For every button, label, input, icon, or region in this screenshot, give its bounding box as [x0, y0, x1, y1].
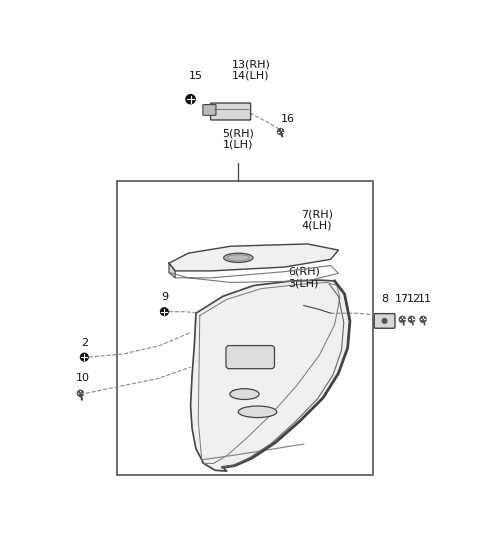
- Polygon shape: [169, 244, 338, 271]
- Text: 8: 8: [381, 294, 388, 304]
- Circle shape: [77, 390, 84, 397]
- Text: 17: 17: [395, 294, 409, 304]
- Text: 6(RH)
3(LH): 6(RH) 3(LH): [288, 267, 320, 289]
- Text: 12: 12: [407, 294, 421, 304]
- Circle shape: [277, 129, 284, 135]
- Ellipse shape: [230, 389, 259, 399]
- FancyBboxPatch shape: [203, 105, 216, 115]
- FancyBboxPatch shape: [374, 314, 395, 328]
- Ellipse shape: [224, 253, 253, 262]
- Ellipse shape: [227, 255, 250, 261]
- Ellipse shape: [238, 406, 277, 418]
- Circle shape: [160, 308, 168, 316]
- Circle shape: [81, 353, 88, 361]
- Text: 11: 11: [418, 294, 432, 304]
- Text: 9: 9: [161, 292, 168, 302]
- Text: 2: 2: [81, 338, 88, 348]
- FancyBboxPatch shape: [211, 103, 251, 120]
- FancyBboxPatch shape: [226, 345, 275, 369]
- Polygon shape: [191, 280, 350, 471]
- Circle shape: [186, 95, 195, 104]
- Circle shape: [399, 316, 406, 323]
- Text: 13(RH)
14(LH): 13(RH) 14(LH): [232, 59, 271, 81]
- Text: 7(RH)
4(LH): 7(RH) 4(LH): [301, 209, 334, 231]
- Text: 5(RH)
1(LH): 5(RH) 1(LH): [222, 129, 254, 150]
- Bar: [117, 181, 373, 475]
- Text: 15: 15: [189, 71, 203, 81]
- Text: 16: 16: [281, 114, 295, 124]
- Circle shape: [420, 316, 426, 323]
- Circle shape: [382, 319, 387, 323]
- Circle shape: [408, 316, 415, 323]
- Text: 10: 10: [76, 373, 90, 383]
- Polygon shape: [169, 263, 175, 278]
